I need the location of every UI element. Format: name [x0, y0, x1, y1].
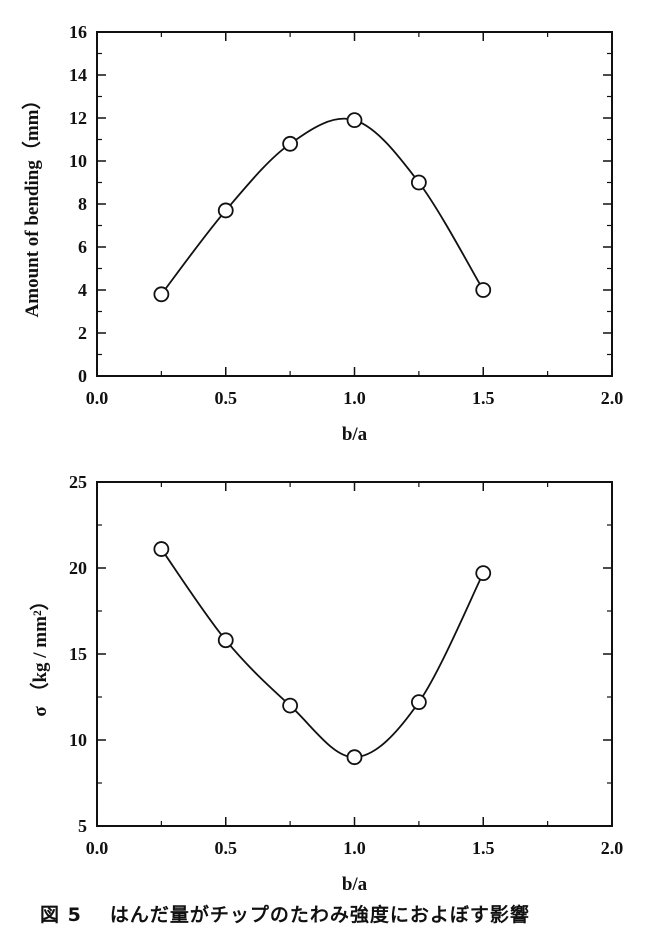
y-tick-label: 25 — [69, 472, 87, 492]
y-tick-label: 0 — [78, 366, 87, 386]
data-point — [475, 282, 492, 298]
data-point — [410, 174, 427, 191]
caption-figure-number: 図 5 — [40, 904, 82, 926]
y-tick-label: 15 — [69, 644, 87, 664]
x-axis-title: b/a — [342, 424, 368, 445]
y-tick-label: 8 — [78, 194, 87, 214]
data-point — [475, 565, 492, 582]
figure-caption: 図 5 はんだ量がチップのたわみ強度におよぼす影響 — [40, 900, 640, 927]
data-point — [217, 632, 234, 649]
caption-text: はんだ量がチップのたわみ強度におよぼす影響 — [109, 904, 530, 926]
x-tick-label: 2.0 — [601, 838, 624, 858]
x-tick-label: 2.0 — [601, 388, 624, 408]
data-point — [153, 286, 170, 303]
series-line — [160, 117, 485, 295]
data-point — [217, 202, 234, 219]
data-point — [410, 694, 427, 711]
data-point — [282, 135, 299, 152]
x-tick-label: 1.5 — [472, 388, 495, 408]
data-point — [282, 697, 299, 714]
y-tick-label: 10 — [69, 151, 87, 171]
chart-2: 0.0 0.5 1.0 1.5 2.0 5 10 15 20 25 b/a σ （kg / mm²） — [28, 472, 623, 895]
chart-1: 0.0 0.5 1.0 1.5 2.0 0 2 4 6 8 10 12 14 16 b/a Amount of… — [20, 22, 623, 445]
x-tick-label: 0.5 — [215, 838, 238, 858]
x-axis-title: b/a — [342, 874, 368, 895]
y-tick-label: 14 — [69, 65, 87, 85]
y-tick-label: 10 — [69, 730, 87, 750]
data-point — [346, 749, 363, 766]
series-line — [160, 548, 485, 759]
x-tick-label: 1.0 — [343, 388, 366, 408]
data-point — [153, 541, 170, 557]
x-tick-label: 0.0 — [86, 388, 109, 408]
y-tick-label: 16 — [69, 22, 87, 42]
y-tick-label: 2 — [78, 323, 87, 343]
x-tick-label: 0.0 — [86, 838, 109, 858]
y-tick-label: 20 — [69, 558, 87, 578]
plot-frame — [96, 31, 613, 377]
x-tick-label: 1.5 — [472, 838, 495, 858]
y-axis-title: σ （kg / mm²） — [28, 591, 51, 716]
y-tick-label: 12 — [69, 108, 87, 128]
y-axis-title: Amount of bending（mm） — [20, 91, 43, 318]
x-tick-label: 0.5 — [215, 388, 238, 408]
y-tick-label: 4 — [78, 280, 87, 300]
x-tick-label: 1.0 — [343, 838, 366, 858]
plot-frame — [96, 481, 613, 827]
y-tick-label: 5 — [78, 816, 87, 836]
data-point — [346, 112, 363, 129]
y-tick-label: 6 — [78, 237, 87, 257]
